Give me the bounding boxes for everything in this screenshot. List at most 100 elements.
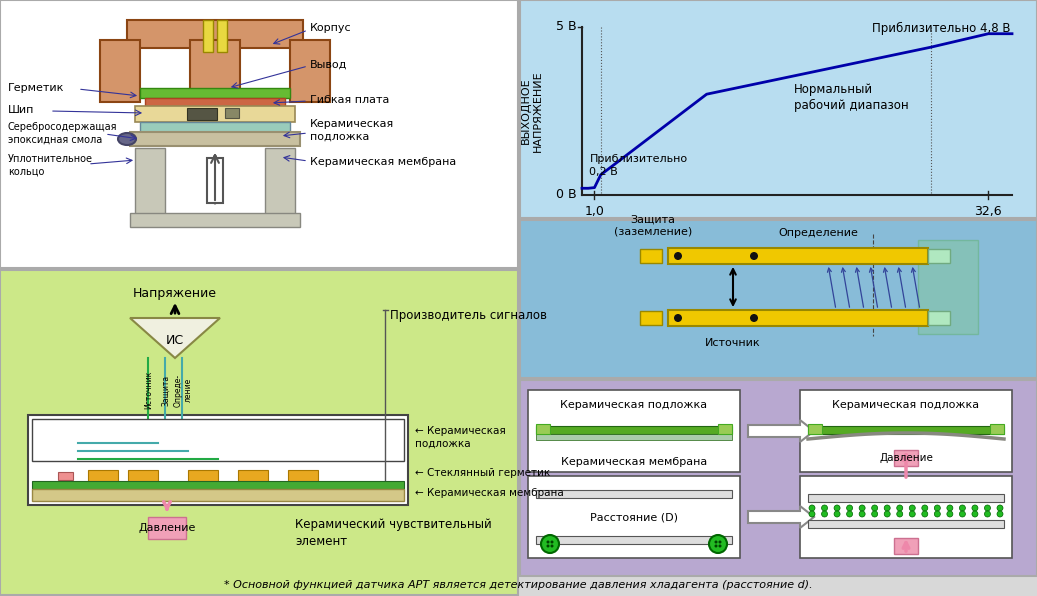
Text: 5 В: 5 В [557, 20, 577, 33]
Text: Защита
(заземление): Защита (заземление) [614, 215, 692, 236]
Bar [148, 517, 186, 539]
Bar [536, 434, 732, 440]
Text: Расстояние (D): Расстояние (D) [590, 512, 678, 522]
Text: Определение: Определение [778, 228, 858, 238]
Bar [640, 311, 662, 325]
Circle shape [897, 511, 903, 517]
Bar [640, 249, 662, 263]
Text: ← Керамическая
подложка: ← Керамическая подложка [415, 426, 506, 448]
Bar [718, 424, 732, 434]
Text: ИС: ИС [166, 334, 184, 346]
Text: Приблизительно
0,2 В: Приблизительно 0,2 В [589, 154, 688, 176]
Text: Давление: Давление [879, 453, 933, 463]
Bar [207, 158, 223, 203]
Polygon shape [130, 318, 220, 358]
Circle shape [674, 252, 682, 260]
Circle shape [972, 511, 978, 517]
Text: Защита: Защита [162, 374, 170, 405]
Bar [808, 424, 822, 434]
Circle shape [719, 541, 722, 544]
Circle shape [934, 511, 941, 517]
Text: Вывод: Вывод [310, 60, 347, 70]
Circle shape [997, 505, 1003, 511]
Bar [135, 148, 165, 218]
Bar [0, 0, 518, 268]
Circle shape [714, 541, 718, 544]
Circle shape [551, 541, 554, 544]
Circle shape [846, 505, 852, 511]
FancyArrow shape [748, 506, 814, 528]
Circle shape [750, 252, 758, 260]
Text: 1,0: 1,0 [585, 205, 605, 218]
Text: Гибкая плата: Гибкая плата [310, 95, 389, 105]
Bar [288, 470, 318, 482]
Circle shape [546, 545, 550, 548]
Bar [520, 0, 1037, 218]
Bar [188, 470, 218, 482]
Bar [32, 419, 404, 461]
Circle shape [872, 505, 877, 511]
Circle shape [947, 505, 953, 511]
Text: Нормальный
рабочий диапазон: Нормальный рабочий диапазон [794, 83, 908, 112]
Bar [58, 472, 73, 480]
Circle shape [834, 511, 840, 517]
Text: Керамическая мембрана: Керамическая мембрана [310, 157, 456, 167]
Bar [217, 20, 227, 52]
Bar [32, 481, 404, 489]
Circle shape [541, 535, 559, 553]
Bar [536, 536, 732, 544]
Text: Источник: Источник [144, 371, 153, 409]
Circle shape [934, 505, 941, 511]
Circle shape [750, 314, 758, 322]
Bar [528, 390, 740, 472]
Bar [800, 476, 1012, 558]
Bar [290, 40, 330, 102]
Circle shape [922, 511, 928, 517]
Bar [894, 450, 918, 466]
Bar [808, 426, 1004, 434]
Bar [203, 20, 213, 52]
Text: Напряжение: Напряжение [133, 287, 217, 300]
Bar [536, 490, 732, 498]
Text: Корпус: Корпус [310, 23, 352, 33]
Bar [190, 40, 240, 90]
Bar [520, 220, 1037, 378]
Circle shape [714, 545, 718, 548]
Text: Керамический чувствительный
элемент: Керамический чувствительный элемент [295, 518, 492, 548]
Text: Серебросодержащая
эпоксидная смола: Серебросодержащая эпоксидная смола [8, 122, 117, 144]
Text: ← Керамическая мембрана: ← Керамическая мембрана [415, 488, 564, 498]
FancyArrow shape [748, 420, 814, 442]
Circle shape [947, 511, 953, 517]
Text: 32,6: 32,6 [975, 205, 1002, 218]
Text: Источник: Источник [705, 338, 761, 348]
Circle shape [846, 511, 852, 517]
Bar [130, 132, 300, 146]
Bar [88, 470, 118, 482]
Circle shape [859, 511, 865, 517]
Text: Герметик: Герметик [8, 83, 64, 93]
Bar [536, 426, 732, 434]
Bar [808, 494, 1004, 502]
Circle shape [834, 505, 840, 511]
Bar [928, 249, 950, 263]
Bar [800, 390, 1012, 472]
Bar [145, 98, 285, 106]
Text: Керамическая мембрана: Керамическая мембрана [561, 457, 707, 467]
Circle shape [997, 511, 1003, 517]
Text: Приблизительно 4,8 В: Приблизительно 4,8 В [871, 22, 1010, 35]
Text: 0 В: 0 В [557, 188, 577, 201]
Bar [140, 122, 290, 132]
Bar [918, 240, 978, 334]
Bar [28, 415, 408, 505]
Bar [528, 476, 740, 558]
Text: Производитель сигналов: Производитель сигналов [390, 309, 546, 321]
Circle shape [821, 511, 828, 517]
Bar [894, 538, 918, 554]
Bar [536, 424, 550, 434]
Circle shape [909, 505, 916, 511]
Bar [668, 310, 928, 326]
Text: Давление: Давление [138, 523, 196, 533]
Circle shape [872, 511, 877, 517]
Circle shape [821, 505, 828, 511]
Circle shape [959, 511, 965, 517]
